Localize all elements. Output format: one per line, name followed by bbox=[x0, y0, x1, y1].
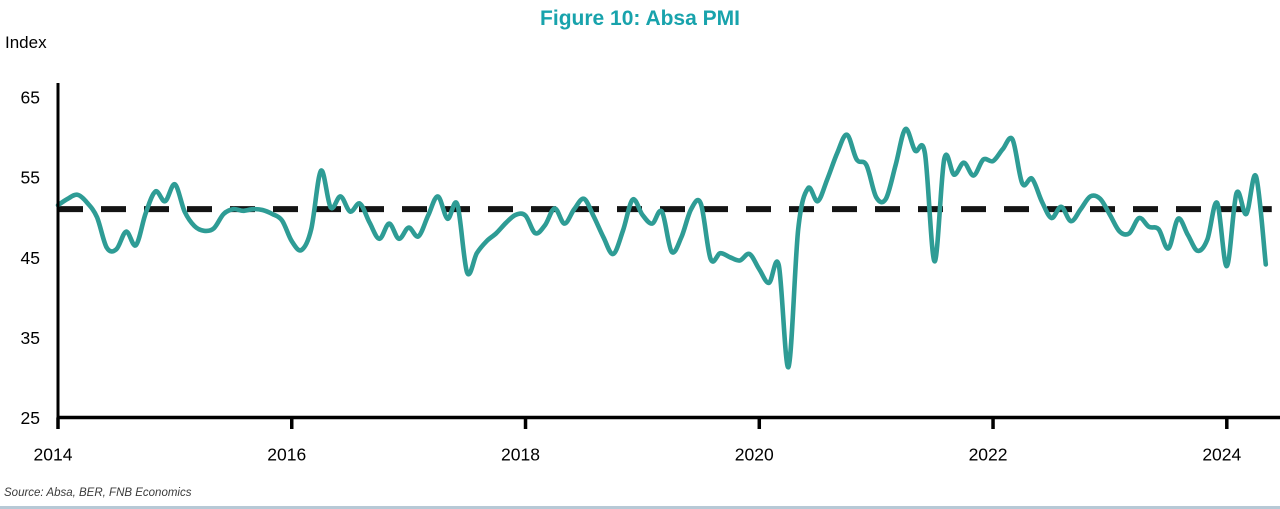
x-tick-label: 2014 bbox=[34, 445, 73, 465]
y-tick-label: 55 bbox=[21, 168, 40, 188]
y-tick-label: 35 bbox=[21, 328, 40, 348]
x-tick-label: 2022 bbox=[969, 445, 1008, 465]
source-note: Source: Absa, BER, FNB Economics bbox=[4, 487, 192, 499]
bottom-divider bbox=[0, 506, 1280, 509]
y-tick-label: 25 bbox=[21, 408, 40, 428]
x-tick-label: 2018 bbox=[501, 445, 540, 465]
chart-title: Figure 10: Absa PMI bbox=[540, 7, 740, 30]
pmi-series-line bbox=[55, 126, 1269, 370]
x-tick-label: 2020 bbox=[735, 445, 774, 465]
x-tick-label: 2024 bbox=[1202, 445, 1241, 465]
y-tick-label: 65 bbox=[21, 88, 40, 108]
y-tick-label: 45 bbox=[21, 248, 40, 268]
x-tick-label: 2016 bbox=[267, 445, 306, 465]
y-axis-unit-label: Index bbox=[5, 33, 47, 52]
